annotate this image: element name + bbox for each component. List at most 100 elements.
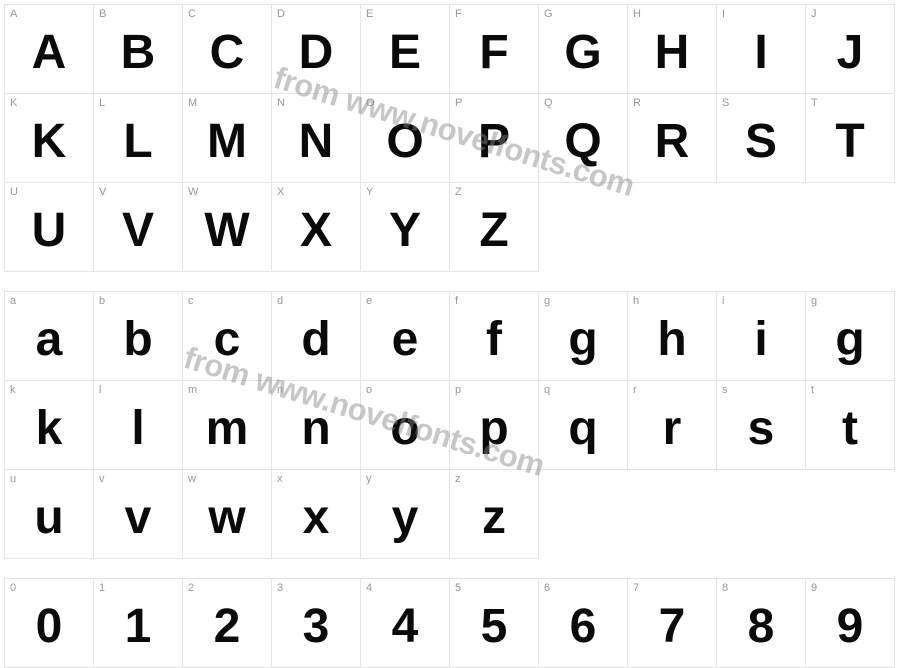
char-cell[interactable]: XX bbox=[271, 182, 361, 272]
char-cell-label: Y bbox=[366, 186, 373, 198]
char-cell-label: E bbox=[366, 8, 373, 20]
char-cell[interactable]: RR bbox=[627, 93, 717, 183]
char-cell[interactable]: WW bbox=[182, 182, 272, 272]
char-cell[interactable]: oo bbox=[360, 380, 450, 470]
char-cell-glyph: R bbox=[655, 118, 690, 166]
char-cell-label: 3 bbox=[277, 582, 283, 594]
char-cell-glyph: f bbox=[486, 316, 502, 364]
char-cell[interactable]: SS bbox=[716, 93, 806, 183]
char-cell[interactable]: KK bbox=[4, 93, 94, 183]
char-cell[interactable]: bb bbox=[93, 291, 183, 381]
char-cell[interactable]: vv bbox=[93, 469, 183, 559]
char-cell-glyph: S bbox=[745, 118, 777, 166]
char-cell[interactable]: ee bbox=[360, 291, 450, 381]
char-cell-label: i bbox=[722, 295, 724, 307]
char-cell[interactable]: QQ bbox=[538, 93, 628, 183]
char-cell-label: g bbox=[811, 295, 817, 307]
char-cell[interactable]: hh bbox=[627, 291, 717, 381]
char-cell[interactable]: kk bbox=[4, 380, 94, 470]
char-cell-glyph: 1 bbox=[125, 603, 152, 651]
char-cell[interactable]: ii bbox=[716, 291, 806, 381]
char-cell[interactable]: ww bbox=[182, 469, 272, 559]
char-cell-label: 9 bbox=[811, 582, 817, 594]
char-cell[interactable]: VV bbox=[93, 182, 183, 272]
char-cell[interactable]: GG bbox=[538, 4, 628, 94]
row-spacer bbox=[4, 271, 907, 291]
char-cell-glyph: T bbox=[835, 118, 864, 166]
char-cell[interactable]: 11 bbox=[93, 578, 183, 668]
char-cell[interactable]: 55 bbox=[449, 578, 539, 668]
char-cell[interactable]: LL bbox=[93, 93, 183, 183]
char-cell-label: Z bbox=[455, 186, 462, 198]
char-cell-glyph: W bbox=[204, 207, 249, 255]
char-cell-label: I bbox=[722, 8, 725, 20]
char-cell-label: A bbox=[10, 8, 17, 20]
char-cell[interactable]: nn bbox=[271, 380, 361, 470]
char-cell-glyph: E bbox=[389, 29, 421, 77]
char-cell-label: g bbox=[544, 295, 550, 307]
char-cell[interactable]: xx bbox=[271, 469, 361, 559]
char-cell[interactable]: ss bbox=[716, 380, 806, 470]
char-cell[interactable]: 66 bbox=[538, 578, 628, 668]
char-cell-glyph: 6 bbox=[570, 603, 597, 651]
char-cell[interactable]: ff bbox=[449, 291, 539, 381]
char-cell-label: O bbox=[366, 97, 375, 109]
char-cell[interactable]: aa bbox=[4, 291, 94, 381]
char-cell-glyph: Y bbox=[389, 207, 421, 255]
char-cell-glyph: i bbox=[754, 316, 767, 364]
char-cell[interactable]: gg bbox=[538, 291, 628, 381]
char-cell-glyph: 0 bbox=[36, 603, 63, 651]
char-cell[interactable]: mm bbox=[182, 380, 272, 470]
char-cell-glyph: o bbox=[390, 405, 419, 453]
char-cell[interactable]: 22 bbox=[182, 578, 272, 668]
char-cell[interactable]: PP bbox=[449, 93, 539, 183]
char-cell-label: r bbox=[633, 384, 637, 396]
char-cell[interactable]: 99 bbox=[805, 578, 895, 668]
char-cell[interactable]: dd bbox=[271, 291, 361, 381]
char-cell-glyph: K bbox=[32, 118, 67, 166]
char-cell[interactable]: pp bbox=[449, 380, 539, 470]
char-cell[interactable]: 77 bbox=[627, 578, 717, 668]
char-cell[interactable]: NN bbox=[271, 93, 361, 183]
char-cell[interactable]: 33 bbox=[271, 578, 361, 668]
char-cell[interactable]: rr bbox=[627, 380, 717, 470]
char-cell-glyph: 9 bbox=[837, 603, 864, 651]
char-cell[interactable]: HH bbox=[627, 4, 717, 94]
char-cell-label: e bbox=[366, 295, 372, 307]
char-cell[interactable]: CC bbox=[182, 4, 272, 94]
char-cell[interactable]: OO bbox=[360, 93, 450, 183]
char-cell[interactable]: 88 bbox=[716, 578, 806, 668]
char-cell[interactable]: MM bbox=[182, 93, 272, 183]
char-cell[interactable]: YY bbox=[360, 182, 450, 272]
char-cell[interactable]: uu bbox=[4, 469, 94, 559]
char-cell[interactable]: BB bbox=[93, 4, 183, 94]
char-cell[interactable]: zz bbox=[449, 469, 539, 559]
char-cell[interactable]: JJ bbox=[805, 4, 895, 94]
char-cell-label: N bbox=[277, 97, 285, 109]
char-cell[interactable]: tt bbox=[805, 380, 895, 470]
char-cell[interactable]: yy bbox=[360, 469, 450, 559]
char-cell-glyph: D bbox=[299, 29, 334, 77]
char-cell-glyph: n bbox=[301, 405, 330, 453]
char-cell[interactable]: ZZ bbox=[449, 182, 539, 272]
char-cell[interactable]: FF bbox=[449, 4, 539, 94]
char-cell-glyph: g bbox=[835, 316, 864, 364]
char-cell[interactable]: qq bbox=[538, 380, 628, 470]
char-cell[interactable]: 00 bbox=[4, 578, 94, 668]
char-cell[interactable]: EE bbox=[360, 4, 450, 94]
char-cell[interactable]: DD bbox=[271, 4, 361, 94]
char-cell[interactable]: TT bbox=[805, 93, 895, 183]
char-cell[interactable]: gg bbox=[805, 291, 895, 381]
char-cell[interactable]: ll bbox=[93, 380, 183, 470]
char-cell-glyph: p bbox=[479, 405, 508, 453]
char-cell[interactable]: cc bbox=[182, 291, 272, 381]
char-cell[interactable]: UU bbox=[4, 182, 94, 272]
char-cell-glyph: A bbox=[32, 29, 67, 77]
char-cell[interactable]: AA bbox=[4, 4, 94, 94]
char-cell-glyph: c bbox=[214, 316, 241, 364]
char-cell-label: F bbox=[455, 8, 462, 20]
char-cell[interactable]: 44 bbox=[360, 578, 450, 668]
char-cell-glyph: h bbox=[657, 316, 686, 364]
char-cell[interactable]: II bbox=[716, 4, 806, 94]
char-cell-label: t bbox=[811, 384, 814, 396]
